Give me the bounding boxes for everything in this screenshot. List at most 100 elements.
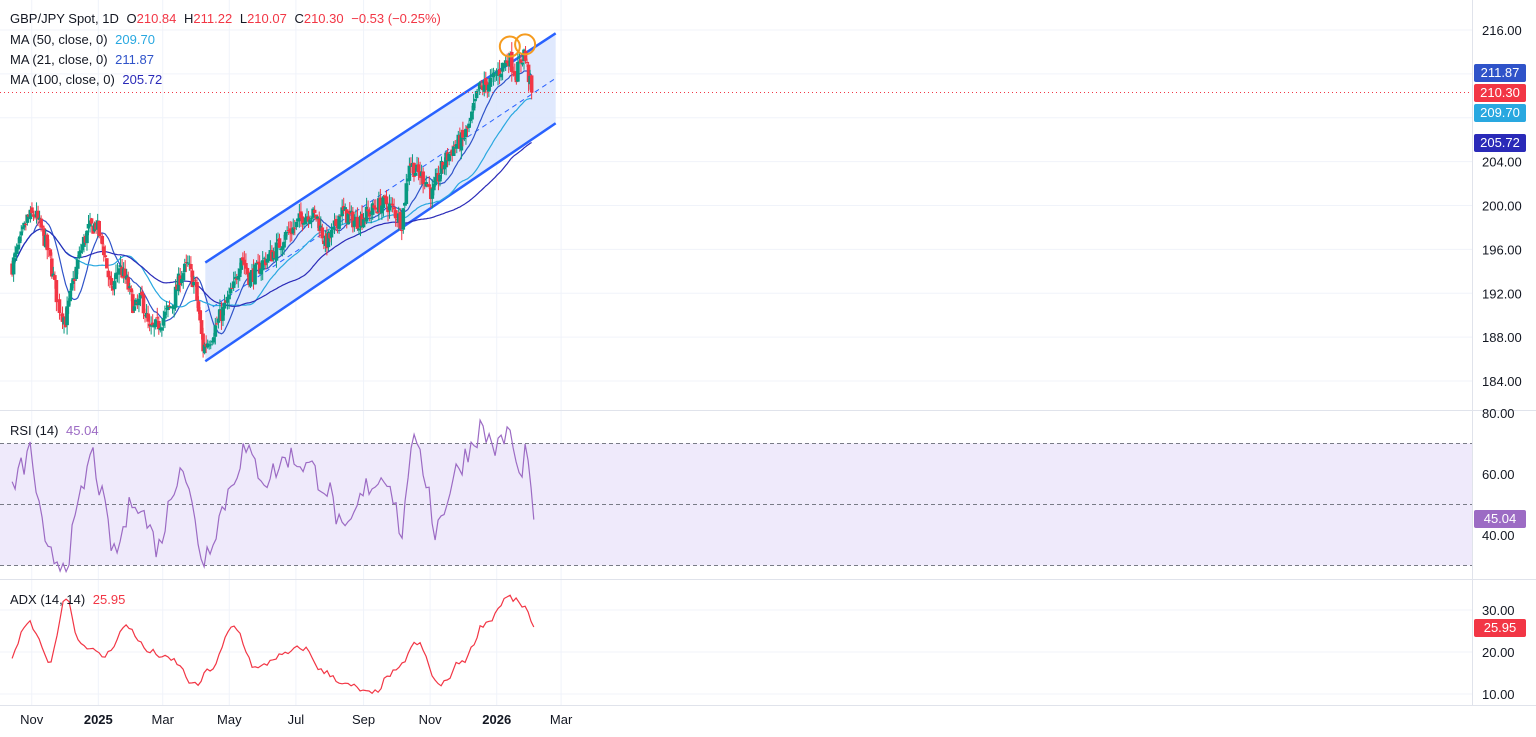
- legend-c-value: 210.30: [303, 11, 344, 26]
- candle-body: [364, 206, 369, 222]
- candle-body: [412, 162, 416, 177]
- candle-body: [519, 59, 523, 64]
- candle-body: [462, 137, 467, 140]
- price-tick-label: 200.00: [1482, 199, 1522, 214]
- candle-body: [461, 129, 465, 138]
- candle-body: [189, 264, 193, 270]
- candle-body: [303, 217, 308, 225]
- candle-body: [312, 209, 317, 213]
- time-tick-label: Nov: [419, 712, 443, 727]
- candle-body: [114, 272, 118, 279]
- candle-body: [399, 230, 404, 232]
- time-tick-label: May: [217, 712, 242, 727]
- candle-body: [127, 286, 132, 288]
- ma21-price-label: 211.87: [1474, 64, 1526, 82]
- legend-l-label: L: [239, 11, 248, 26]
- legend-ma21[interactable]: MA (21, close, 0) 211.87: [10, 52, 158, 67]
- candle-body: [65, 306, 69, 326]
- candle-body: [31, 214, 36, 217]
- ma50-line: [11, 97, 532, 308]
- candle-body: [241, 257, 245, 261]
- legend-symbol: GBP/JPY Spot, 1D: [10, 11, 119, 26]
- candle-body: [68, 290, 72, 302]
- candle-body: [72, 279, 77, 281]
- candle-body: [493, 73, 497, 75]
- candle-body: [499, 74, 503, 78]
- legend-adx[interactable]: ADX (14, 14) 25.95: [10, 592, 129, 607]
- candle-body: [233, 276, 237, 279]
- adx-line: [11, 594, 535, 695]
- candle-body: [352, 220, 357, 227]
- candle-body: [227, 294, 231, 300]
- candle-body: [432, 183, 436, 191]
- price-tick-label: 192.00: [1482, 286, 1522, 301]
- candle-body: [381, 196, 386, 209]
- candle-body: [138, 292, 143, 299]
- candle-body: [292, 227, 297, 229]
- candle-body: [334, 218, 338, 226]
- adx-pane: [11, 594, 535, 695]
- legend-rsi-value: 45.04: [66, 423, 99, 438]
- candle-body: [97, 220, 101, 237]
- rsi-line: [11, 418, 535, 574]
- legend-l-value: 210.07: [247, 11, 287, 26]
- candle-body: [103, 255, 108, 258]
- candlesticks: [10, 42, 534, 358]
- candle-body: [19, 231, 24, 236]
- close-price-label: 210.30: [1474, 84, 1526, 102]
- candle-body: [308, 219, 312, 224]
- candle-body: [503, 60, 508, 67]
- candle-body: [222, 302, 227, 309]
- candle-body: [520, 62, 525, 65]
- candle-body: [149, 324, 153, 327]
- candle-body: [282, 241, 286, 248]
- candle-body: [109, 277, 114, 286]
- candle-body: [337, 215, 341, 229]
- legend-rsi[interactable]: RSI (14) 45.04: [10, 423, 103, 438]
- ma50-price-label: 209.70: [1474, 104, 1526, 122]
- candle-body: [16, 244, 21, 250]
- price-tick-label: 188.00: [1482, 330, 1522, 345]
- candle-body: [173, 286, 178, 308]
- candle-body: [373, 207, 378, 210]
- candle-body: [361, 219, 366, 228]
- candle-body: [526, 64, 531, 83]
- candle-body: [74, 266, 79, 279]
- legend-adx-label: ADX (14, 14): [10, 592, 86, 607]
- candle-body: [473, 98, 477, 102]
- candle-body: [228, 288, 233, 294]
- legend-ma100-value: 205.72: [122, 72, 163, 87]
- candle-body: [380, 205, 384, 214]
- candle-body: [413, 172, 418, 176]
- candle-body: [239, 258, 244, 270]
- candle-body: [201, 333, 205, 352]
- candle-body: [401, 208, 406, 230]
- candle-body: [237, 268, 242, 278]
- adx-tick-label: 30.00: [1482, 603, 1515, 618]
- legend-ma50[interactable]: MA (50, close, 0) 209.70: [10, 32, 159, 47]
- legend-ma100[interactable]: MA (100, close, 0) 205.72: [10, 72, 166, 87]
- candle-body: [430, 188, 435, 199]
- candle-body: [470, 111, 474, 120]
- candle-body: [329, 229, 334, 238]
- candle-body: [98, 233, 103, 235]
- candle-body: [294, 221, 299, 228]
- candle-body: [190, 270, 195, 288]
- candle-body: [80, 244, 85, 251]
- time-tick-label: Mar: [152, 712, 175, 727]
- candle-body: [182, 263, 187, 273]
- candle-body: [407, 165, 412, 181]
- candle-body: [195, 281, 199, 301]
- peak-circle-marker: [498, 35, 521, 58]
- rsi-tick-label: 40.00: [1482, 528, 1515, 543]
- candle-body: [357, 228, 361, 231]
- rsi-value-label: 45.04: [1474, 510, 1526, 528]
- candle-body: [112, 281, 117, 290]
- channel-lower-line: [204, 122, 557, 363]
- candle-body: [153, 319, 158, 327]
- candle-body: [11, 257, 16, 275]
- candle-body: [79, 250, 83, 254]
- legend-c-label: C: [294, 11, 304, 26]
- candle-body: [213, 325, 218, 337]
